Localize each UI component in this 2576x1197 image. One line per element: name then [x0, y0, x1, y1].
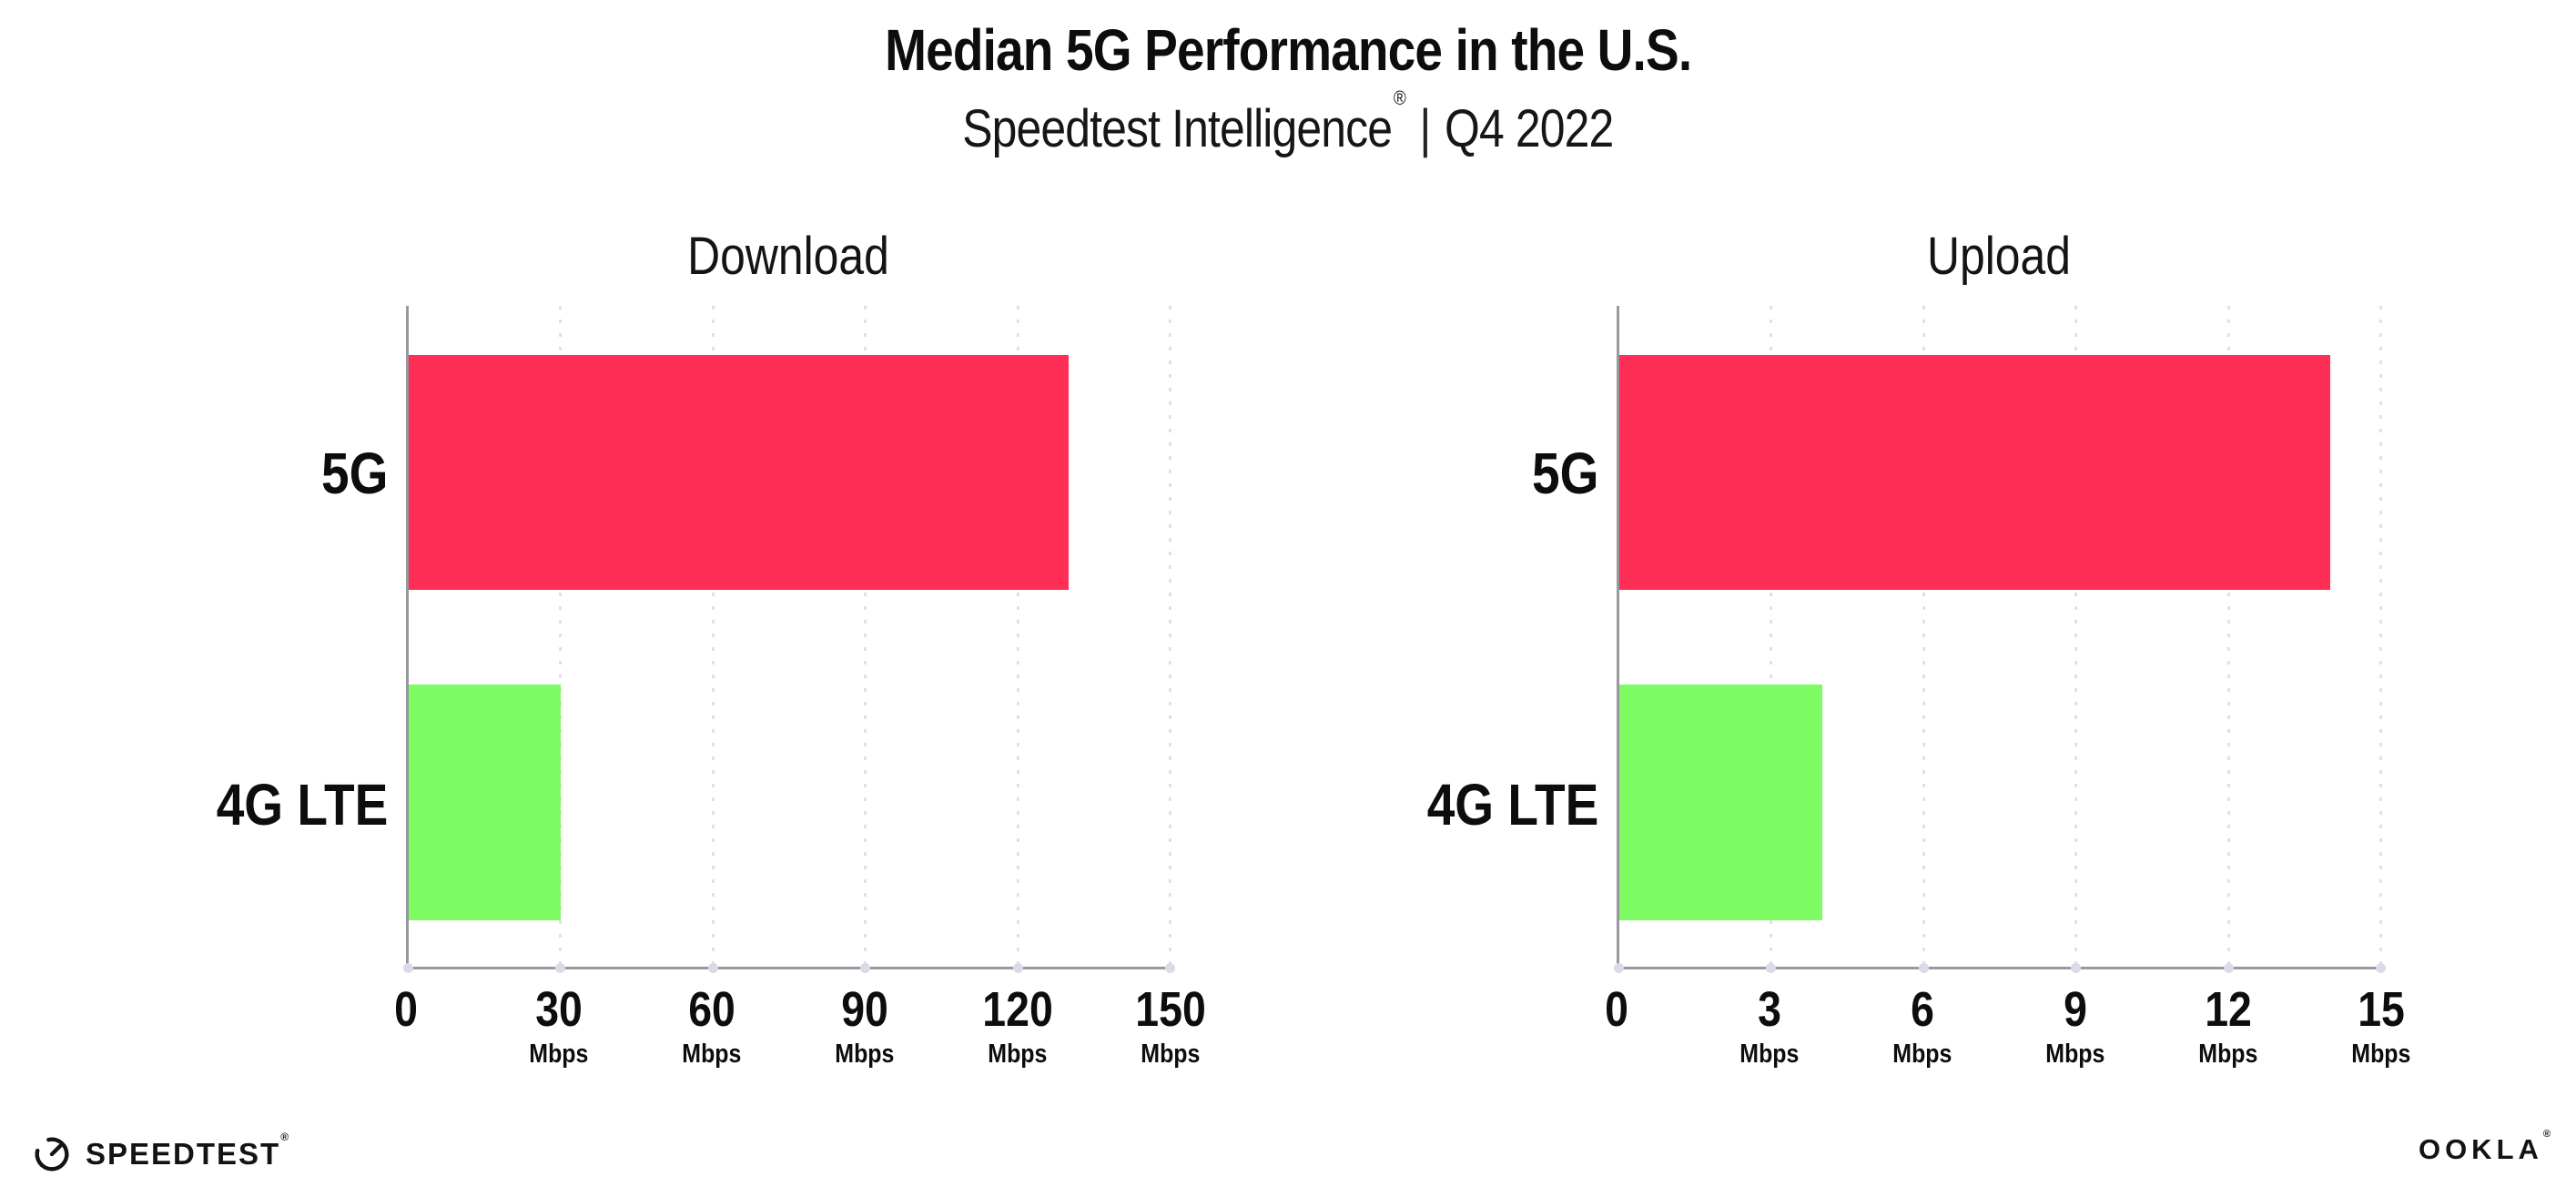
gridline: [1169, 306, 1171, 967]
x-tick-label: 3 Mbps: [1688, 984, 1851, 1068]
x-tick-unit: Mbps: [682, 1039, 742, 1069]
x-tick-label: 12 Mbps: [2146, 984, 2310, 1068]
gridline: [1922, 306, 1925, 967]
gridline: [2074, 306, 2078, 967]
category-label-4g-lte: 4G LTE: [1426, 771, 1598, 837]
x-tick-label: 60 Mbps: [630, 984, 794, 1068]
x-tick-value: 12: [2205, 982, 2252, 1037]
x-tick-label: 6 Mbps: [1841, 984, 2004, 1068]
gridline: [2226, 306, 2230, 967]
x-tick-label: 9 Mbps: [1993, 984, 2157, 1068]
bar-4g-lte: [1619, 684, 1823, 921]
bar-5g: [1619, 354, 2331, 591]
axis-tick-dot: [860, 963, 871, 973]
x-tick-value: 120: [982, 982, 1053, 1037]
axis-tick-dot: [555, 963, 566, 973]
gridline: [1016, 306, 1019, 967]
registered-trademark-icon: ®: [280, 1131, 291, 1143]
x-tick-unit: Mbps: [2045, 1039, 2105, 1069]
x-tick-unit: Mbps: [529, 1039, 589, 1069]
chart-title-download: Download: [687, 227, 889, 286]
x-tick-value: 9: [2064, 982, 2087, 1037]
x-tick-value: 3: [1758, 982, 1781, 1037]
x-tick-label: 30 Mbps: [477, 984, 641, 1068]
x-tick-unit: Mbps: [835, 1039, 895, 1069]
gridline: [2379, 306, 2382, 967]
x-tick-label: 15 Mbps: [2299, 984, 2463, 1068]
x-tick-unit: Mbps: [2351, 1039, 2411, 1069]
gridline: [1770, 306, 1773, 967]
x-tick-label: 90 Mbps: [783, 984, 947, 1068]
x-tick-value: 150: [1135, 982, 1206, 1037]
speedtest-logo: SPEEDTEST®: [31, 1131, 291, 1175]
x-tick-unit: Mbps: [1892, 1039, 1952, 1069]
x-tick-unit: Mbps: [988, 1039, 1048, 1069]
gridline: [559, 306, 563, 967]
page-subtitle: Speedtest Intelligence® | Q4 2022: [0, 86, 2576, 159]
x-tick-value: 30: [535, 982, 583, 1037]
gridline: [864, 306, 867, 967]
axis-tick-dot: [1766, 963, 1777, 973]
page-title: Median 5G Performance in the U.S.: [0, 16, 2576, 84]
x-tick-unit: Mbps: [1739, 1039, 1800, 1069]
x-tick-value: 15: [2358, 982, 2405, 1037]
subtitle-separator: |: [1419, 99, 1432, 158]
x-tick-value: 0: [1605, 982, 1628, 1037]
x-tick-label: 0: [324, 984, 488, 1036]
ookla-logo: OOKLA®: [2418, 1128, 2551, 1166]
page-title-text: Median 5G Performance in the U.S.: [884, 17, 1692, 83]
x-tick-label: 120 Mbps: [936, 984, 1100, 1068]
axis-tick-dot: [1165, 963, 1175, 973]
x-tick-value: 90: [841, 982, 888, 1037]
axis-tick-dot: [2071, 963, 2082, 973]
x-tick-value: 60: [688, 982, 735, 1037]
axis-tick-dot: [1012, 963, 1023, 973]
gridline: [711, 306, 715, 967]
chart-title-upload: Upload: [1926, 227, 2072, 286]
ookla-wordmark: OOKLA®: [2418, 1128, 2551, 1165]
speedtest-wordmark: SPEEDTEST®: [86, 1131, 291, 1171]
x-tick-unit: Mbps: [2198, 1039, 2258, 1069]
x-tick-value: 6: [1911, 982, 1934, 1037]
category-label-5g: 5G: [320, 440, 388, 506]
axis-tick-dot: [707, 963, 718, 973]
axis-tick-dot: [2223, 963, 2234, 973]
registered-trademark-icon: ®: [2542, 1128, 2551, 1140]
category-label-4g-lte: 4G LTE: [216, 771, 388, 837]
axis-tick-dot: [1614, 963, 1624, 973]
x-tick-value: 0: [394, 982, 418, 1037]
bar-4g-lte: [409, 684, 562, 921]
category-label-5g: 5G: [1531, 440, 1598, 506]
x-tick-unit: Mbps: [1141, 1039, 1201, 1069]
subtitle-period: Q4 2022: [1445, 99, 1614, 158]
bar-5g: [409, 354, 1070, 591]
axis-tick-dot: [403, 963, 413, 973]
header: Median 5G Performance in the U.S. Speedt…: [0, 16, 2576, 159]
x-tick-label: 150 Mbps: [1089, 984, 1253, 1068]
registered-trademark-icon: ®: [1394, 86, 1406, 109]
speedtest-gauge-icon: [35, 1137, 69, 1172]
axis-tick-dot: [1918, 963, 1929, 973]
axis-tick-dot: [2376, 963, 2386, 973]
x-tick-label: 0: [1535, 984, 1699, 1036]
subtitle-brand: Speedtest Intelligence: [962, 99, 1393, 158]
download-plot-area: [403, 306, 1175, 973]
upload-plot-area: [1614, 306, 2386, 973]
